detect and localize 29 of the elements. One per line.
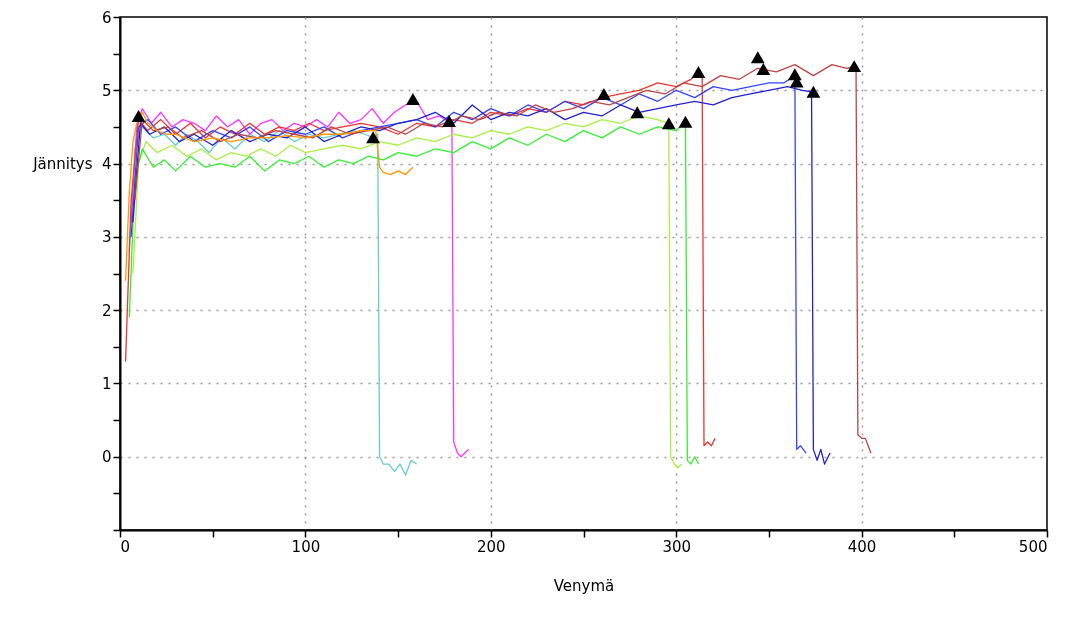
point (750, 51, 765, 64)
point (661, 117, 676, 130)
x-tick-label: 100 (291, 537, 321, 556)
x-tick-label: 400 (847, 537, 877, 556)
x-tick-label: 0 (120, 537, 131, 556)
point (847, 60, 862, 73)
y-tick-label: 5 (101, 81, 112, 100)
x-tick-label: 500 (1018, 537, 1048, 556)
x-axis-title: Venymä (553, 576, 615, 595)
y-axis-title: Jännitys (32, 155, 93, 174)
point (442, 115, 456, 128)
point (806, 85, 821, 98)
point (366, 131, 380, 144)
y-tick-label: 0 (101, 448, 112, 467)
point (678, 115, 693, 128)
x-tick-label: 300 (662, 537, 692, 556)
point (597, 87, 611, 100)
y-tick-label: 6 (101, 8, 112, 27)
y-tick-label: 3 (101, 228, 112, 247)
point (406, 93, 420, 106)
point (691, 66, 706, 78)
y-tick-label: 1 (101, 374, 112, 393)
y-tick-label: 4 (101, 155, 112, 174)
line-series (124, 111, 414, 282)
point (630, 106, 645, 119)
y-tick-label: 2 (101, 301, 112, 320)
point (131, 109, 146, 122)
point (756, 63, 771, 75)
x-tick-label: 200 (476, 537, 506, 556)
